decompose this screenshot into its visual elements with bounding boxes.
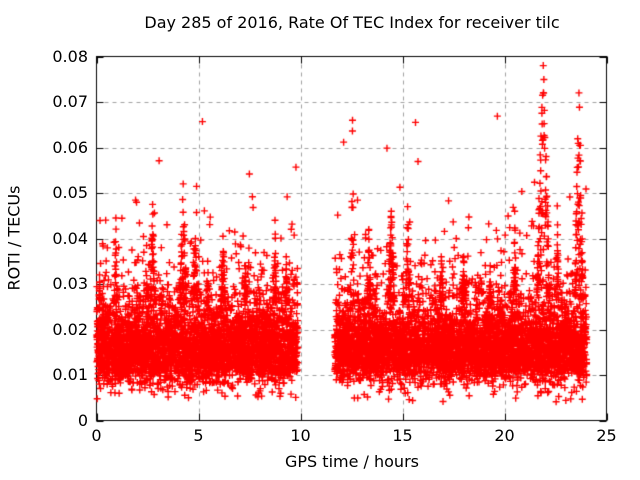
chart-title: Day 285 of 2016, Rate Of TEC Index for r… bbox=[144, 13, 560, 32]
y-tick-label: 0.05 bbox=[52, 183, 88, 202]
x-tick-label: 5 bbox=[193, 426, 204, 445]
x-tick-label: 10 bbox=[290, 426, 311, 445]
y-tick-label: 0.08 bbox=[52, 46, 88, 66]
y-tick-label: 0 bbox=[77, 410, 88, 430]
x-tick-label: 25 bbox=[596, 426, 617, 445]
y-tick-label: 0.06 bbox=[52, 137, 88, 157]
y-tick-label: 0.04 bbox=[52, 228, 88, 248]
y-tick-label: 0.07 bbox=[52, 92, 88, 111]
x-axis-label: GPS time / hours bbox=[285, 452, 419, 471]
y-tick-label: 0.03 bbox=[52, 274, 88, 293]
y-tick-label: 0.02 bbox=[52, 319, 88, 339]
x-tick-label: 20 bbox=[494, 426, 515, 445]
y-tick-label: 0.01 bbox=[52, 365, 88, 384]
x-tick-label: 0 bbox=[91, 426, 102, 445]
y-axis-label: ROTI / TECUs bbox=[4, 185, 24, 291]
x-tick-label: 15 bbox=[392, 426, 413, 445]
